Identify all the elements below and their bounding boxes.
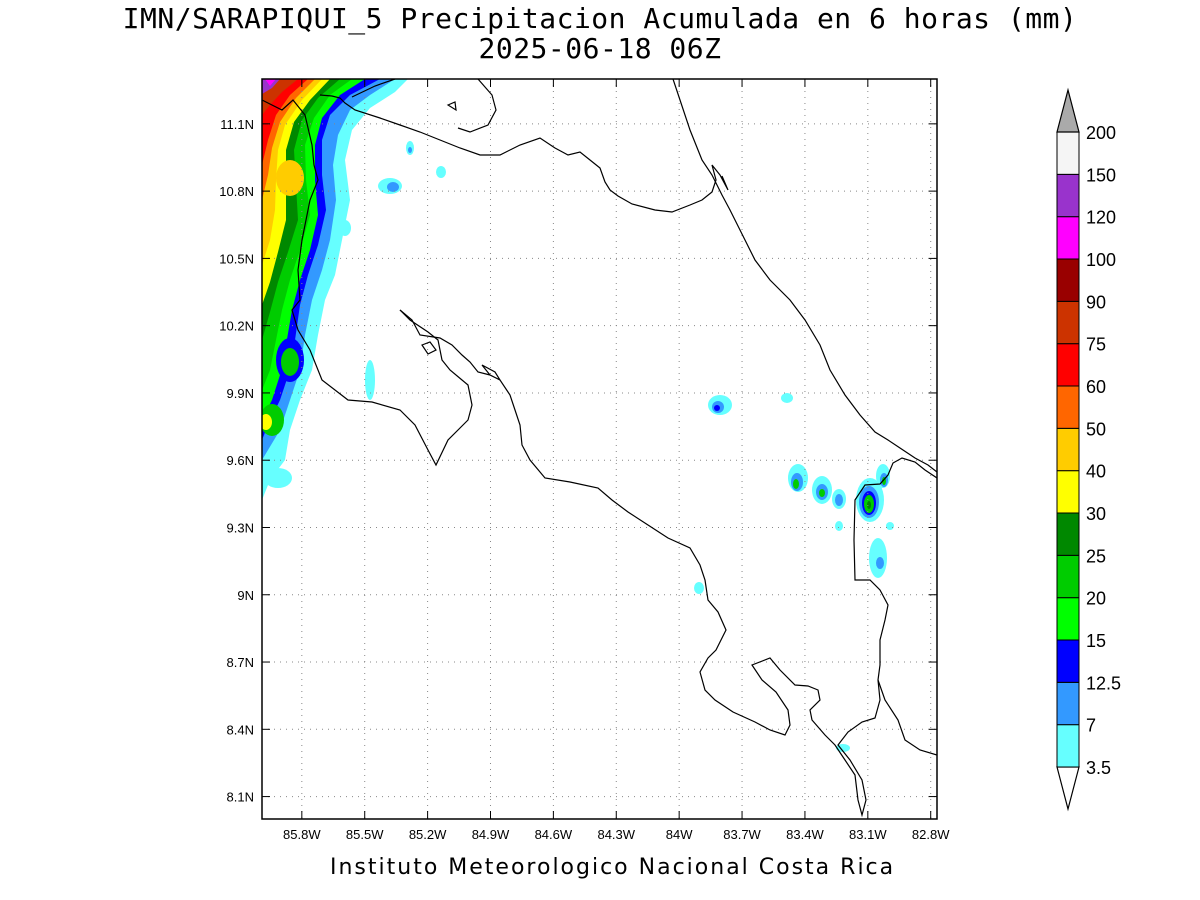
- colorbar-label: 75: [1086, 335, 1106, 355]
- x-tick-label: 85.2W: [409, 827, 447, 842]
- precip-blob: [339, 220, 351, 236]
- inner-lake: [421, 341, 437, 355]
- caribbean-coast: [672, 79, 937, 473]
- colorbar-label: 30: [1086, 504, 1106, 524]
- precip-blob: [819, 489, 825, 497]
- nicaragua-border: [262, 99, 473, 467]
- x-tick-label: 84.9W: [472, 827, 510, 842]
- footer-credit: Instituto Meteorologico Nacional Costa R…: [330, 855, 896, 880]
- colorbar-swatch: [1056, 300, 1080, 345]
- colorbar-label: 120: [1086, 208, 1116, 228]
- colorbar-label: 15: [1086, 631, 1106, 651]
- precip-area-120: [262, 79, 280, 94]
- colorbar-swatch: [1056, 427, 1080, 472]
- y-tick-label: 10.8N: [219, 184, 254, 199]
- colorbar-swatch: [1056, 681, 1080, 726]
- colorbar-label: 100: [1086, 250, 1116, 270]
- x-axis-ticks: 85.8W 85.5W 85.2W 84.9W 84.6W 84.3W 84W 83.7W 83…: [283, 79, 950, 842]
- precip-blob: [262, 414, 272, 430]
- precipitation-field: [262, 79, 894, 752]
- x-tick-label: 85.5W: [346, 827, 384, 842]
- colorbar-swatch: [1056, 724, 1080, 768]
- x-tick-label: 82.8W: [912, 827, 950, 842]
- y-tick-label: 9.3N: [227, 520, 254, 535]
- colorbar-label: 50: [1086, 419, 1106, 439]
- precip-blob: [387, 182, 399, 192]
- colorbar-swatch: [1056, 216, 1080, 260]
- colorbar-label: 60: [1086, 377, 1106, 397]
- precip-blob: [886, 522, 894, 530]
- colorbar-swatch: [1056, 470, 1080, 514]
- colorbar-arrow-low: [1056, 766, 1080, 812]
- x-tick-label: 83.4W: [786, 827, 824, 842]
- colorbar: 3.5 7 12.5 15 20 25 30 40 50 60 75 90 100 120 150 200: [1056, 87, 1121, 812]
- colorbar-label: 25: [1086, 546, 1106, 566]
- precip-blob: [793, 479, 799, 489]
- colorbar-label: 12.5: [1086, 673, 1121, 693]
- precip-blob: [694, 582, 704, 594]
- x-tick-label: 84W: [666, 827, 693, 842]
- colorbar-label: 150: [1086, 165, 1116, 185]
- x-tick-label: 83.1W: [849, 827, 887, 842]
- x-tick-label: 84.6W: [535, 827, 573, 842]
- map-gridlines: [262, 79, 937, 819]
- precip-blob: [867, 501, 871, 509]
- y-tick-label: 9.6N: [227, 453, 254, 468]
- colorbar-label: 3.5: [1086, 758, 1111, 778]
- precip-blob: [365, 360, 375, 400]
- colorbar-swatch: [1056, 597, 1080, 641]
- colorbar-swatch: [1056, 554, 1080, 599]
- nicaragua-coast: [351, 79, 396, 98]
- colorbar-swatch: [1056, 131, 1080, 175]
- map-subtitle-date: 2025-06-18 06Z: [478, 32, 722, 65]
- precip-blob: [281, 348, 299, 376]
- precip-area-100: [265, 79, 276, 86]
- colorbar-swatch: [1056, 385, 1080, 429]
- y-tick-label: 8.4N: [227, 722, 254, 737]
- x-tick-label: 84.3W: [597, 827, 635, 842]
- colorbar-swatch: [1056, 173, 1080, 218]
- x-tick-label: 83.7W: [723, 827, 761, 842]
- colorbar-swatch: [1056, 258, 1080, 302]
- colorbar-label: 20: [1086, 589, 1106, 609]
- precip-blob: [876, 557, 884, 569]
- precip-blob: [714, 405, 720, 411]
- y-tick-label: 8.7N: [227, 655, 254, 670]
- map-frame: [261, 78, 938, 820]
- map-title: IMN/SARAPIQUI_5 Precipitacion Acumulada …: [122, 2, 1078, 35]
- nicaragua-lake: [457, 79, 497, 133]
- colorbar-label: 200: [1086, 123, 1116, 143]
- precip-blob: [835, 494, 843, 506]
- precip-blob: [781, 393, 793, 403]
- precip-blob: [408, 147, 412, 153]
- panama-coast: [877, 679, 937, 756]
- precip-blob: [276, 160, 304, 196]
- x-tick-label: 85.8W: [283, 827, 321, 842]
- y-tick-label: 10.2N: [219, 319, 254, 334]
- coastlines: [262, 79, 937, 818]
- island: [446, 101, 457, 112]
- y-axis-ticks: 11.1N 10.8N 10.5N 10.2N 9.9N 9.6N 9.3N 9N 8.7N 8.…: [219, 117, 937, 805]
- precip-blob: [264, 468, 292, 488]
- y-tick-label: 8.1N: [227, 790, 254, 805]
- colorbar-label: 90: [1086, 292, 1106, 312]
- y-tick-label: 9.9N: [227, 386, 254, 401]
- colorbar-arrow-high: [1056, 87, 1080, 133]
- colorbar-label: 40: [1086, 462, 1106, 482]
- colorbar-label: 7: [1086, 716, 1096, 736]
- colorbar-swatch: [1056, 512, 1080, 556]
- precip-blob: [835, 521, 843, 531]
- precip-blob: [436, 166, 446, 178]
- y-tick-label: 10.5N: [219, 251, 254, 266]
- nicoya-coast: [399, 309, 937, 818]
- colorbar-swatch: [1056, 639, 1080, 683]
- y-tick-label: 11.1N: [220, 117, 254, 132]
- colorbar-swatch: [1056, 343, 1080, 387]
- north-coast: [319, 94, 729, 213]
- y-tick-label: 9N: [237, 588, 254, 603]
